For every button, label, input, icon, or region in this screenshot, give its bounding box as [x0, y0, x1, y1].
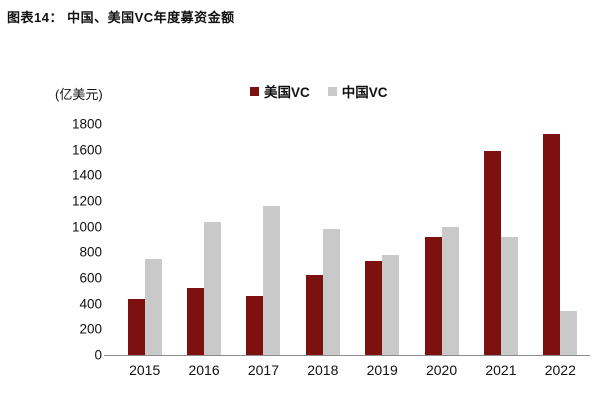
bar-cn-vc-2018 — [322, 229, 340, 355]
y-tick-label-600: 600 — [79, 270, 102, 286]
bar-us-vc-2016 — [187, 288, 205, 355]
bar-group-2019 — [353, 124, 412, 355]
y-tick-label-200: 200 — [79, 321, 102, 337]
bar-cn-vc-2022 — [560, 311, 578, 355]
x-axis-label-2019: 2019 — [366, 362, 398, 378]
bar-group-2022 — [531, 124, 590, 355]
x-axis-labels: 2015 2016 2017 2018 2019 2020 2021 2022 — [115, 362, 590, 378]
bar-cn-vc-2017 — [263, 206, 281, 355]
y-tick-label-1000: 1000 — [71, 218, 102, 234]
legend-swatch-cn-vc-icon — [327, 86, 337, 96]
x-axis-label-2020: 2020 — [425, 362, 458, 378]
bar-group-2020 — [412, 124, 471, 355]
figure-title: 图表14： 中国、美国VC年度募资金额 — [7, 10, 235, 25]
bar-group-2016 — [174, 124, 233, 355]
plot-area — [115, 124, 590, 355]
bar-cn-vc-2016 — [204, 221, 222, 355]
bar-group-2017 — [234, 124, 293, 355]
y-tick-label-1800: 1800 — [71, 116, 102, 132]
x-axis-label-2015: 2015 — [129, 362, 161, 378]
x-axis-label-2018: 2018 — [307, 362, 339, 378]
y-tick-label-1200: 1200 — [71, 193, 102, 209]
y-tick-label-400: 400 — [79, 295, 102, 311]
bar-cn-vc-2019 — [382, 254, 400, 355]
y-axis: 0 200 400 600 800 1000 1200 1400 1600 1800 — [40, 117, 102, 361]
bar-group-2021 — [471, 124, 530, 355]
legend-item-cn-vc: 中国VC — [327, 81, 388, 101]
y-tick-label-1600: 1600 — [71, 141, 102, 157]
bar-us-vc-2018 — [305, 275, 323, 355]
y-tick-label-800: 800 — [79, 244, 102, 260]
legend-label-us-vc: 美国VC — [264, 85, 310, 100]
bar-cn-vc-2021 — [500, 236, 518, 355]
bar-us-vc-2015 — [127, 298, 145, 355]
bar-us-vc-2021 — [483, 150, 501, 355]
bar-cn-vc-2015 — [144, 258, 162, 355]
bar-group-2015 — [115, 124, 174, 355]
bar-group-2018 — [293, 124, 352, 355]
bar-us-vc-2019 — [365, 261, 383, 355]
x-axis-label-2017: 2017 — [247, 362, 280, 378]
y-tick-label-0: 0 — [94, 347, 102, 363]
legend: 美国VC 中国VC — [250, 81, 388, 101]
x-axis-label-2016: 2016 — [188, 362, 220, 378]
legend-item-us-vc: 美国VC — [250, 81, 310, 101]
legend-label-cn-vc: 中国VC — [341, 85, 388, 100]
bar-us-vc-2022 — [543, 134, 561, 355]
y-axis-unit-label: (亿美元) — [55, 87, 103, 102]
legend-swatch-us-vc-icon — [250, 86, 259, 96]
x-axis-line — [104, 355, 590, 356]
bar-us-vc-2017 — [246, 295, 264, 355]
x-axis-label-2022: 2022 — [544, 362, 576, 378]
bar-us-vc-2020 — [424, 236, 442, 355]
x-axis-label-2021: 2021 — [485, 362, 517, 378]
bar-cn-vc-2020 — [441, 226, 459, 355]
y-tick-label-1400: 1400 — [71, 167, 102, 183]
